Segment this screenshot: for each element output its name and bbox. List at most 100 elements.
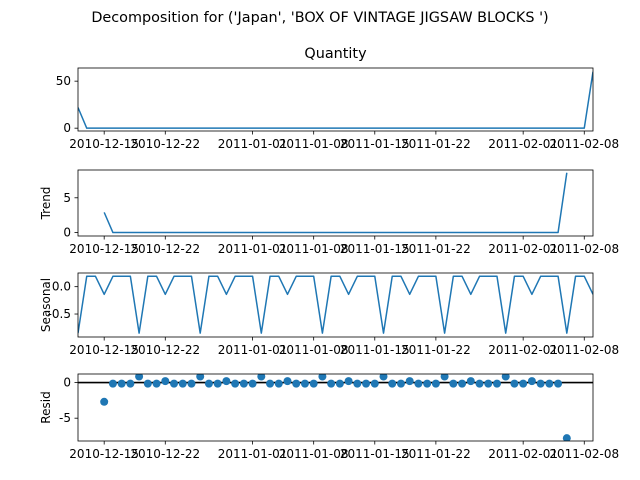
resid-point	[143, 379, 152, 388]
resid-point	[431, 379, 440, 388]
quantity-xtick-label: 2011-01-22	[401, 137, 471, 151]
seasonal-ytick-label: -0.5	[48, 307, 71, 321]
resid-point	[292, 379, 301, 388]
seasonal-plot-area	[78, 275, 593, 334]
resid-point	[196, 374, 205, 381]
seasonal-xtick-label: 2011-01-22	[401, 343, 471, 357]
resid-point	[501, 374, 510, 381]
resid-point	[187, 379, 196, 388]
resid-ytick-label: 0	[63, 376, 71, 390]
quantity-xtick-label: 2010-12-22	[130, 137, 200, 151]
resid-point	[222, 377, 231, 386]
resid-point	[231, 379, 240, 388]
quantity-series-line	[78, 71, 593, 129]
resid-xtick-label: 2011-02-01	[488, 447, 558, 461]
trend-xtick-label: 2011-02-08	[549, 242, 619, 256]
seasonal-xtick-label: 2011-01-15	[340, 343, 410, 357]
resid-axes-frame	[77, 373, 594, 442]
resid-point	[239, 379, 248, 388]
seasonal-ylabel: Seasonal	[39, 278, 53, 332]
resid-point	[562, 434, 571, 441]
trend-xtick-label: 2011-02-01	[488, 242, 558, 256]
resid-point	[126, 379, 135, 388]
resid-point	[545, 379, 554, 388]
seasonal-xtick-label: 2011-02-01	[488, 343, 558, 357]
resid-point	[414, 379, 423, 388]
quantity-title: Quantity	[304, 46, 367, 62]
resid-point	[344, 377, 353, 386]
resid-point	[536, 379, 545, 388]
resid-point	[318, 374, 327, 381]
quantity-xtick-label: 2011-02-01	[488, 137, 558, 151]
trend-ylabel: Trend	[39, 187, 53, 221]
seasonal-xtick-label: 2010-12-22	[130, 343, 200, 357]
resid-point	[248, 379, 257, 388]
figure-suptitle: Decomposition for ('Japan', 'BOX OF VINT…	[91, 10, 548, 26]
seasonal-axes-frame	[77, 272, 594, 338]
resid-xtick-label: 2011-01-15	[340, 447, 410, 461]
resid-point	[370, 379, 379, 388]
resid-point	[449, 379, 458, 388]
quantity-xtick-label: 2011-01-01	[218, 137, 288, 151]
resid-xtick-label: 2011-02-08	[549, 447, 619, 461]
resid-point	[108, 379, 117, 388]
resid-point	[510, 379, 519, 388]
resid-point	[527, 377, 536, 386]
resid-point	[396, 379, 405, 388]
quantity-ytick-label: 50	[56, 74, 71, 88]
trend-xtick-label: 2011-01-15	[340, 242, 410, 256]
resid-point	[335, 379, 344, 388]
quantity-ytick-label: 0	[63, 121, 71, 135]
resid-point	[309, 379, 318, 388]
resid-point	[257, 374, 266, 381]
resid-point	[492, 379, 501, 388]
resid-point	[484, 379, 493, 388]
resid-point	[353, 379, 362, 388]
trend-series-line	[103, 172, 568, 234]
resid-point	[458, 379, 467, 388]
resid-point	[152, 379, 161, 388]
resid-point	[135, 374, 144, 381]
resid-plot-area	[78, 374, 593, 441]
trend-xtick-label: 2011-01-01	[218, 242, 288, 256]
resid-point	[100, 397, 109, 406]
trend-ytick-label: 0	[63, 226, 71, 240]
resid-point	[362, 379, 371, 388]
resid-point	[327, 379, 336, 388]
seasonal-xtick-label: 2011-01-08	[279, 343, 349, 357]
resid-ytick-label: -5	[59, 411, 71, 425]
resid-point	[379, 374, 388, 381]
resid-point	[423, 379, 432, 388]
resid-xtick-label: 2011-01-08	[279, 447, 349, 461]
resid-point	[440, 374, 449, 381]
resid-point	[554, 379, 563, 388]
resid-point	[283, 377, 292, 386]
resid-point	[475, 379, 484, 388]
resid-point	[519, 379, 528, 388]
trend-axes-frame	[77, 169, 594, 237]
quantity-axes-frame	[77, 67, 594, 132]
resid-point	[300, 379, 309, 388]
resid-point	[178, 379, 187, 388]
resid-xtick-label: 2010-12-22	[130, 447, 200, 461]
resid-point	[466, 377, 475, 386]
resid-point	[117, 379, 126, 388]
trend-xtick-label: 2011-01-22	[401, 242, 471, 256]
resid-xtick-label: 2011-01-01	[218, 447, 288, 461]
resid-xtick-label: 2010-12-15	[69, 447, 139, 461]
seasonal-ytick-label: 0.0	[52, 280, 71, 294]
quantity-xtick-label: 2010-12-15	[69, 137, 139, 151]
quantity-xtick-label: 2011-01-08	[279, 137, 349, 151]
seasonal-xtick-label: 2011-02-08	[549, 343, 619, 357]
resid-point	[266, 379, 275, 388]
trend-plot-area	[103, 172, 568, 234]
resid-point	[161, 377, 170, 386]
trend-xtick-label: 2010-12-15	[69, 242, 139, 256]
trend-xtick-label: 2010-12-22	[130, 242, 200, 256]
quantity-plot-area	[78, 71, 593, 129]
